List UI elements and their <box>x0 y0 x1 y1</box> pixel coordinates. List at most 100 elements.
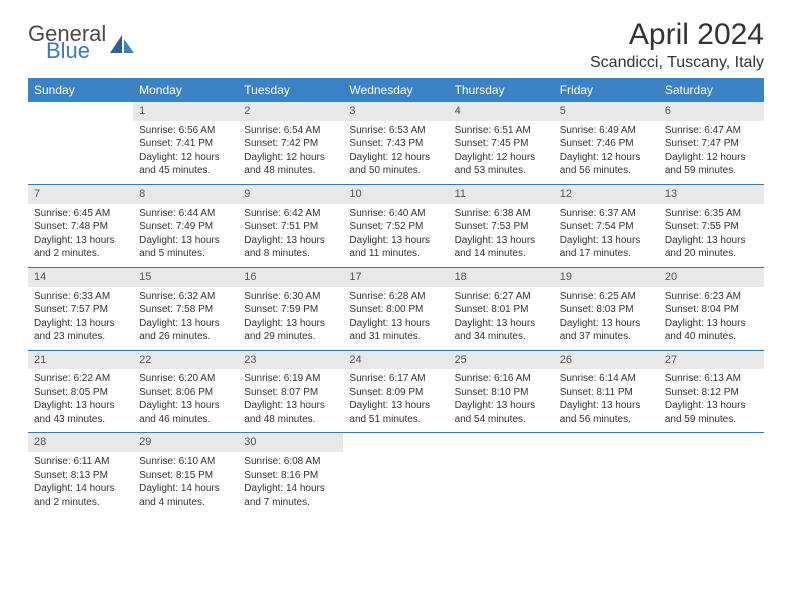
day-number: 25 <box>449 351 554 370</box>
week-row: 7Sunrise: 6:45 AMSunset: 7:48 PMDaylight… <box>28 185 764 268</box>
sail-icon <box>110 35 134 53</box>
daylight-text: Daylight: 13 hours and 26 minutes. <box>139 317 232 344</box>
day-cell: 25Sunrise: 6:16 AMSunset: 8:10 PMDayligh… <box>449 351 554 433</box>
sunset-text: Sunset: 8:07 PM <box>244 386 337 400</box>
sunset-text: Sunset: 7:55 PM <box>665 220 758 234</box>
day-number: 15 <box>133 268 238 287</box>
day-cell: 14Sunrise: 6:33 AMSunset: 7:57 PMDayligh… <box>28 268 133 350</box>
sunrise-text: Sunrise: 6:49 AM <box>560 124 653 138</box>
day-cell: 11Sunrise: 6:38 AMSunset: 7:53 PMDayligh… <box>449 185 554 267</box>
sunset-text: Sunset: 8:05 PM <box>34 386 127 400</box>
daylight-text: Daylight: 12 hours and 50 minutes. <box>349 151 442 178</box>
day-cell: 12Sunrise: 6:37 AMSunset: 7:54 PMDayligh… <box>554 185 659 267</box>
daylight-text: Daylight: 12 hours and 48 minutes. <box>244 151 337 178</box>
daylight-text: Daylight: 12 hours and 45 minutes. <box>139 151 232 178</box>
day-cell: 21Sunrise: 6:22 AMSunset: 8:05 PMDayligh… <box>28 351 133 433</box>
daylight-text: Daylight: 14 hours and 4 minutes. <box>139 482 232 509</box>
day-content: Sunrise: 6:30 AMSunset: 7:59 PMDaylight:… <box>238 287 343 350</box>
day-number <box>28 102 133 120</box>
day-number: 23 <box>238 351 343 370</box>
sunset-text: Sunset: 7:45 PM <box>455 137 548 151</box>
day-number <box>449 433 554 451</box>
day-cell: 5Sunrise: 6:49 AMSunset: 7:46 PMDaylight… <box>554 102 659 184</box>
daylight-text: Daylight: 13 hours and 51 minutes. <box>349 399 442 426</box>
daylight-text: Daylight: 14 hours and 7 minutes. <box>244 482 337 509</box>
sunrise-text: Sunrise: 6:42 AM <box>244 207 337 221</box>
sunrise-text: Sunrise: 6:08 AM <box>244 455 337 469</box>
sunset-text: Sunset: 7:42 PM <box>244 137 337 151</box>
day-cell: 15Sunrise: 6:32 AMSunset: 7:58 PMDayligh… <box>133 268 238 350</box>
day-cell: 13Sunrise: 6:35 AMSunset: 7:55 PMDayligh… <box>659 185 764 267</box>
day-cell: 27Sunrise: 6:13 AMSunset: 8:12 PMDayligh… <box>659 351 764 433</box>
sunset-text: Sunset: 8:11 PM <box>560 386 653 400</box>
day-cell: 28Sunrise: 6:11 AMSunset: 8:13 PMDayligh… <box>28 433 133 515</box>
sunrise-text: Sunrise: 6:13 AM <box>665 372 758 386</box>
day-cell <box>554 433 659 515</box>
day-content: Sunrise: 6:20 AMSunset: 8:06 PMDaylight:… <box>133 369 238 432</box>
sunrise-text: Sunrise: 6:35 AM <box>665 207 758 221</box>
sunrise-text: Sunrise: 6:23 AM <box>665 290 758 304</box>
daylight-text: Daylight: 13 hours and 2 minutes. <box>34 234 127 261</box>
sunset-text: Sunset: 7:52 PM <box>349 220 442 234</box>
sunset-text: Sunset: 7:41 PM <box>139 137 232 151</box>
day-content: Sunrise: 6:56 AMSunset: 7:41 PMDaylight:… <box>133 121 238 184</box>
sunset-text: Sunset: 7:48 PM <box>34 220 127 234</box>
day-content: Sunrise: 6:35 AMSunset: 7:55 PMDaylight:… <box>659 204 764 267</box>
sunrise-text: Sunrise: 6:11 AM <box>34 455 127 469</box>
day-number: 27 <box>659 351 764 370</box>
sunrise-text: Sunrise: 6:53 AM <box>349 124 442 138</box>
day-cell: 4Sunrise: 6:51 AMSunset: 7:45 PMDaylight… <box>449 102 554 184</box>
sunset-text: Sunset: 7:49 PM <box>139 220 232 234</box>
daylight-text: Daylight: 13 hours and 23 minutes. <box>34 317 127 344</box>
day-content: Sunrise: 6:37 AMSunset: 7:54 PMDaylight:… <box>554 204 659 267</box>
daylight-text: Daylight: 13 hours and 11 minutes. <box>349 234 442 261</box>
daylight-text: Daylight: 13 hours and 20 minutes. <box>665 234 758 261</box>
daylight-text: Daylight: 13 hours and 40 minutes. <box>665 317 758 344</box>
weekday-header: Sunday <box>28 78 133 102</box>
weeks-container: 1Sunrise: 6:56 AMSunset: 7:41 PMDaylight… <box>28 102 764 515</box>
sunset-text: Sunset: 7:57 PM <box>34 303 127 317</box>
weekday-header: Friday <box>554 78 659 102</box>
day-number <box>554 433 659 451</box>
day-content: Sunrise: 6:51 AMSunset: 7:45 PMDaylight:… <box>449 121 554 184</box>
daylight-text: Daylight: 13 hours and 43 minutes. <box>34 399 127 426</box>
day-cell: 18Sunrise: 6:27 AMSunset: 8:01 PMDayligh… <box>449 268 554 350</box>
daylight-text: Daylight: 13 hours and 37 minutes. <box>560 317 653 344</box>
sunrise-text: Sunrise: 6:54 AM <box>244 124 337 138</box>
calendar-page: General Blue April 2024 Scandicci, Tusca… <box>0 0 792 533</box>
sunrise-text: Sunrise: 6:40 AM <box>349 207 442 221</box>
page-header: General Blue April 2024 Scandicci, Tusca… <box>28 18 764 72</box>
day-cell: 1Sunrise: 6:56 AMSunset: 7:41 PMDaylight… <box>133 102 238 184</box>
daylight-text: Daylight: 13 hours and 31 minutes. <box>349 317 442 344</box>
day-content: Sunrise: 6:42 AMSunset: 7:51 PMDaylight:… <box>238 204 343 267</box>
day-number: 11 <box>449 185 554 204</box>
sunrise-text: Sunrise: 6:28 AM <box>349 290 442 304</box>
daylight-text: Daylight: 13 hours and 59 minutes. <box>665 399 758 426</box>
sunset-text: Sunset: 8:03 PM <box>560 303 653 317</box>
day-number: 9 <box>238 185 343 204</box>
day-number: 8 <box>133 185 238 204</box>
daylight-text: Daylight: 13 hours and 54 minutes. <box>455 399 548 426</box>
sunrise-text: Sunrise: 6:10 AM <box>139 455 232 469</box>
sunset-text: Sunset: 8:00 PM <box>349 303 442 317</box>
daylight-text: Daylight: 13 hours and 56 minutes. <box>560 399 653 426</box>
day-content: Sunrise: 6:16 AMSunset: 8:10 PMDaylight:… <box>449 369 554 432</box>
sunrise-text: Sunrise: 6:22 AM <box>34 372 127 386</box>
day-number: 24 <box>343 351 448 370</box>
day-content: Sunrise: 6:22 AMSunset: 8:05 PMDaylight:… <box>28 369 133 432</box>
weekday-header: Wednesday <box>343 78 448 102</box>
day-content: Sunrise: 6:13 AMSunset: 8:12 PMDaylight:… <box>659 369 764 432</box>
daylight-text: Daylight: 13 hours and 14 minutes. <box>455 234 548 261</box>
day-content: Sunrise: 6:17 AMSunset: 8:09 PMDaylight:… <box>343 369 448 432</box>
sunset-text: Sunset: 7:51 PM <box>244 220 337 234</box>
week-row: 1Sunrise: 6:56 AMSunset: 7:41 PMDaylight… <box>28 102 764 185</box>
day-cell: 30Sunrise: 6:08 AMSunset: 8:16 PMDayligh… <box>238 433 343 515</box>
day-cell: 6Sunrise: 6:47 AMSunset: 7:47 PMDaylight… <box>659 102 764 184</box>
day-content: Sunrise: 6:32 AMSunset: 7:58 PMDaylight:… <box>133 287 238 350</box>
week-row: 28Sunrise: 6:11 AMSunset: 8:13 PMDayligh… <box>28 433 764 515</box>
day-cell: 9Sunrise: 6:42 AMSunset: 7:51 PMDaylight… <box>238 185 343 267</box>
day-content: Sunrise: 6:27 AMSunset: 8:01 PMDaylight:… <box>449 287 554 350</box>
sunrise-text: Sunrise: 6:27 AM <box>455 290 548 304</box>
sunrise-text: Sunrise: 6:17 AM <box>349 372 442 386</box>
daylight-text: Daylight: 12 hours and 56 minutes. <box>560 151 653 178</box>
